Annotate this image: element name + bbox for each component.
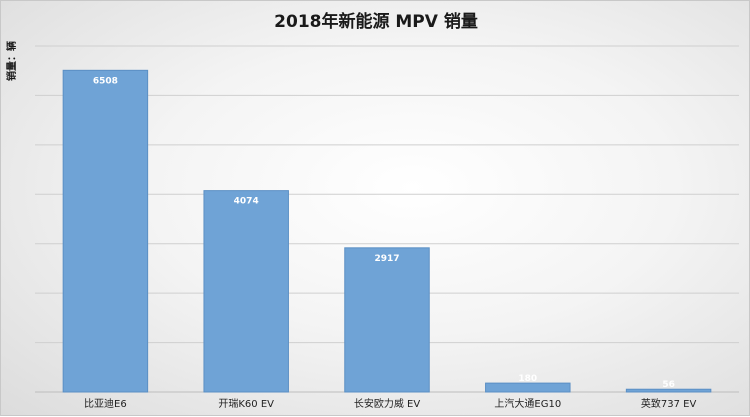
- category-label-2: 开瑞K60 EV: [218, 398, 274, 410]
- bar-1: [62, 69, 149, 393]
- gridlines: [35, 45, 739, 393]
- data-label-5: 56: [662, 380, 675, 390]
- category-label-5: 英致737 EV: [641, 397, 697, 410]
- data-label-3: 2917: [374, 254, 399, 264]
- category-label-3: 长安欧力威 EV: [354, 397, 420, 410]
- category-label-4: 上汽大通EG10: [494, 397, 561, 410]
- bar-5: [625, 388, 712, 393]
- data-labels: 6508 4074 2917 180 56: [93, 76, 675, 390]
- bars: [62, 69, 712, 393]
- y-axis-label: 销量：辆: [5, 41, 18, 81]
- data-label-1: 6508: [93, 76, 118, 86]
- bar-3: [344, 247, 430, 393]
- chart-title: 2018年新能源 MPV 销量: [274, 11, 478, 32]
- bar-4: [485, 382, 571, 393]
- data-label-2: 4074: [234, 197, 259, 207]
- bar-2: [203, 190, 289, 393]
- category-labels: 比亚迪E6 开瑞K60 EV 长安欧力威 EV 上汽大通EG10 英致737 EV: [84, 397, 696, 410]
- category-label-1: 比亚迪E6: [84, 398, 127, 410]
- data-label-4: 180: [518, 374, 537, 384]
